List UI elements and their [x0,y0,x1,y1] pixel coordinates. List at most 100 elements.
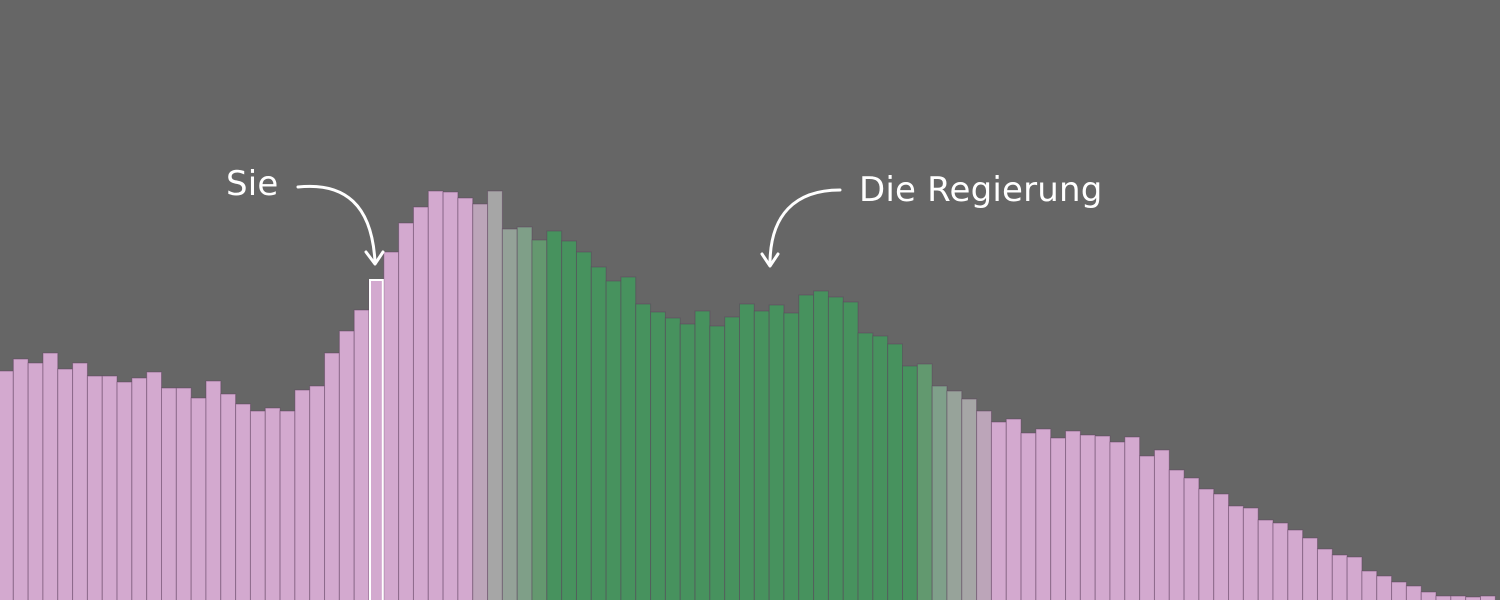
annotation-die-regierung: Die Regierung [859,170,1103,210]
bar [650,311,666,600]
bar [887,343,904,600]
bar [279,410,296,600]
bar [561,240,577,600]
bar [131,377,148,600]
bar-highlight-outline [369,279,384,600]
bar [842,301,859,600]
bar [1272,522,1289,600]
bar [175,387,192,600]
bar [1153,449,1170,600]
bar [1331,554,1348,600]
bar [694,310,711,600]
bar [620,276,637,600]
bar [264,407,281,600]
bar [72,362,88,600]
bar [1109,441,1126,600]
bar [220,393,237,600]
bar [990,421,1007,600]
bar [294,389,311,600]
bar [1316,548,1333,600]
bar [1405,585,1422,600]
bar [383,251,400,600]
bar [768,304,785,600]
bar [783,312,800,600]
bar [116,381,133,600]
bar [1242,507,1259,600]
bar [531,239,548,600]
bar [857,332,874,600]
bar [1139,455,1155,600]
bars-group [0,190,1496,600]
bar [27,362,44,600]
bar [42,352,59,600]
arrow-regierung-head [760,252,780,268]
bar [827,296,844,600]
bar [679,323,696,600]
bar [1213,493,1230,600]
bar [205,380,222,600]
bar [1065,430,1081,600]
bar [575,251,592,600]
bar [1346,556,1363,600]
bar [1302,537,1318,600]
bar [324,352,340,600]
bar [249,410,266,600]
bar [501,228,518,600]
bar [190,397,207,600]
bar [813,290,829,600]
bar [1020,432,1037,600]
bar [724,316,740,600]
bar [798,294,815,600]
bar [442,191,459,600]
bar [709,325,726,600]
bar [1391,581,1407,600]
bar [605,280,622,600]
bar [590,266,607,600]
bar [1257,519,1274,600]
bar [946,390,963,600]
bar [1420,591,1437,600]
bar [146,371,163,600]
bar [427,190,444,600]
bar [101,375,118,600]
bar [487,190,503,600]
bar [1435,595,1452,600]
bar [976,410,992,600]
bar-highlighted [368,279,385,600]
bar [309,385,326,600]
arrow-sie-head [364,250,385,266]
bar [161,387,177,600]
bar [902,365,918,600]
bar [57,368,74,600]
bar [353,309,370,600]
bar [1228,505,1244,600]
bar [1183,477,1200,600]
bar [1450,595,1467,600]
bar [1124,436,1141,600]
bar [872,335,889,600]
bar [1168,469,1185,600]
bar [1079,434,1096,600]
bar [1361,570,1378,600]
bar [635,303,652,600]
bar [12,358,29,600]
bar [1050,437,1067,600]
annotation-sie: Sie [226,164,279,204]
bar [338,330,355,600]
bar [739,303,755,600]
bar [916,363,933,600]
bar [546,230,563,600]
bar [0,370,14,600]
bar [412,206,429,600]
bar [398,222,414,600]
bar [753,310,770,600]
bar [931,385,948,600]
bar [1376,575,1393,600]
arrow-regierung [768,188,842,266]
bar [1287,529,1304,600]
bar [235,403,251,600]
bar [1005,418,1022,600]
bar [86,375,103,600]
bar [1035,428,1052,600]
bar [516,226,533,600]
